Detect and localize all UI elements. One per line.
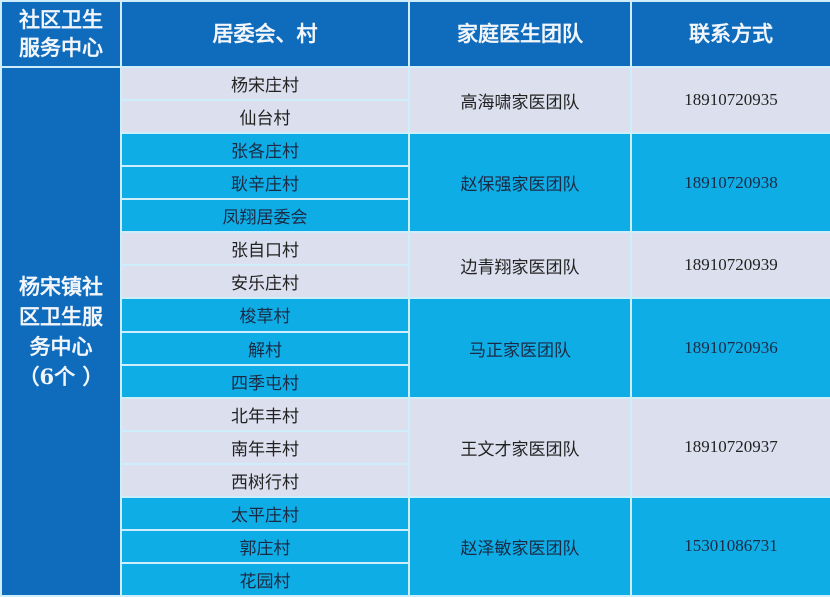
table-row: 杨宋镇社区卫生服务中心 （6个 ） 杨宋庄村 高海啸家医团队 18910720935: [0, 65, 830, 597]
table-row: 郭庄村: [1, 528, 830, 564]
table-row: 张各庄村 赵保强家医团队 18910720938: [1, 132, 830, 234]
village-cell: 西树行村: [120, 462, 410, 498]
team-cell: 马正家医团队: [408, 297, 632, 399]
table-row: 张自口村 边青翔家医团队 18910720939: [1, 231, 830, 300]
phone-cell: 18910720935: [630, 65, 830, 135]
table-row: 四季屯村: [1, 363, 830, 399]
table-row: 梭草村 马正家医团队 18910720936: [1, 297, 830, 399]
header-center-line2: 服务中心: [19, 35, 103, 60]
village-cell: 耿辛庄村: [120, 165, 410, 201]
table-row: 太平庄村 赵泽敏家医团队 15301086731: [1, 495, 830, 597]
header-center: 社区卫生 服务中心: [0, 0, 122, 68]
phone-cell: 18910720937: [630, 396, 830, 498]
team-cell: 边青翔家医团队: [408, 231, 632, 300]
table-row: 解村: [1, 330, 830, 366]
team-cell: 赵保强家医团队: [408, 132, 632, 234]
village-cell: 解村: [120, 330, 410, 366]
phone-cell: 18910720939: [630, 231, 830, 300]
table-row: 凤翔居委会: [1, 198, 830, 234]
village-cell: 四季屯村: [120, 363, 410, 399]
header-village: 居委会、村: [120, 0, 410, 68]
village-cell: 太平庄村: [120, 495, 410, 531]
table-row: 花园村: [1, 561, 830, 597]
header-contact: 联系方式: [630, 0, 830, 68]
center-name-line4: （6个 ）: [18, 363, 104, 389]
village-cell: 郭庄村: [120, 528, 410, 564]
table-row: 安乐庄村: [1, 264, 830, 300]
team-cell: 赵泽敏家医团队: [408, 495, 632, 597]
village-cell: 张自口村: [120, 231, 410, 267]
table-row: 耿辛庄村: [1, 165, 830, 201]
village-cell: 杨宋庄村: [120, 65, 410, 102]
center-name-line2: 区卫生服: [19, 303, 103, 329]
center-name-line3: 务中心: [29, 333, 93, 359]
village-cell: 花园村: [120, 561, 410, 597]
table-row: 西树行村: [1, 462, 830, 498]
village-cell: 北年丰村: [120, 396, 410, 432]
village-cell: 安乐庄村: [120, 264, 410, 300]
phone-cell: 18910720938: [630, 132, 830, 234]
phone-cell: 18910720936: [630, 297, 830, 399]
table-row: 南年丰村: [1, 429, 830, 465]
table-row: 仙台村: [1, 99, 830, 135]
center-name-cell: 杨宋镇社区卫生服务中心 （6个 ）: [0, 66, 122, 597]
team-cell: 王文才家医团队: [408, 396, 632, 498]
center-name-line1: 杨宋镇社: [19, 273, 103, 299]
village-cell: 南年丰村: [120, 429, 410, 465]
village-cell: 凤翔居委会: [120, 198, 410, 234]
header-center-line1: 社区卫生: [19, 7, 103, 32]
header-row: 社区卫生服务中心 居委会、村 家庭医生团队 联系方式: [0, 0, 830, 68]
phone-cell: 15301086731: [630, 495, 830, 597]
table-row: 北年丰村 王文才家医团队 18910720937: [1, 396, 830, 498]
village-cell: 仙台村: [120, 99, 410, 135]
village-cell: 梭草村: [120, 297, 410, 333]
header-team: 家庭医生团队: [408, 0, 632, 68]
team-cell: 高海啸家医团队: [408, 65, 632, 135]
village-cell: 张各庄村: [120, 132, 410, 168]
